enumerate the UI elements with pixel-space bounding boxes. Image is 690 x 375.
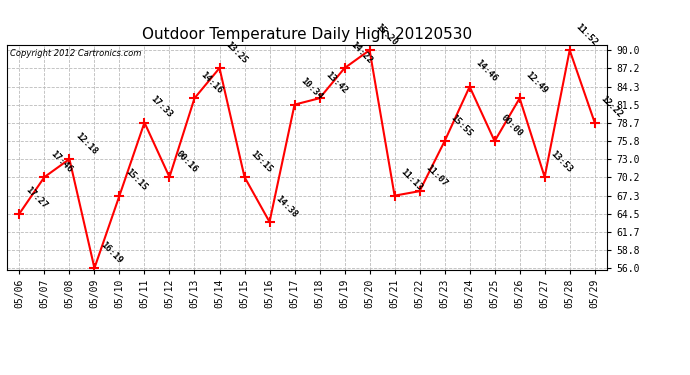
Text: 00:16: 00:16 xyxy=(174,149,199,174)
Text: 13:25: 13:25 xyxy=(224,40,249,65)
Text: 00:00: 00:00 xyxy=(499,113,524,138)
Text: 17:27: 17:27 xyxy=(23,186,49,211)
Text: 12:22: 12:22 xyxy=(599,94,624,120)
Text: 14:16: 14:16 xyxy=(199,70,224,95)
Text: 15:15: 15:15 xyxy=(124,168,149,193)
Text: 13:53: 13:53 xyxy=(549,149,574,174)
Text: 11:13: 11:13 xyxy=(399,168,424,193)
Text: 12:18: 12:18 xyxy=(74,131,99,156)
Text: 16:19: 16:19 xyxy=(99,240,124,265)
Text: 13:42: 13:42 xyxy=(324,70,349,95)
Text: 14:46: 14:46 xyxy=(474,58,499,84)
Text: 12:49: 12:49 xyxy=(524,70,549,95)
Text: 17:46: 17:46 xyxy=(48,149,74,174)
Text: 15:20: 15:20 xyxy=(374,22,399,47)
Text: 14:22: 14:22 xyxy=(348,40,374,65)
Text: 17:33: 17:33 xyxy=(148,94,174,120)
Text: 15:55: 15:55 xyxy=(448,113,474,138)
Text: Copyright 2012 Cartronics.com: Copyright 2012 Cartronics.com xyxy=(10,50,141,58)
Text: 15:15: 15:15 xyxy=(248,149,274,174)
Title: Outdoor Temperature Daily High 20120530: Outdoor Temperature Daily High 20120530 xyxy=(142,27,472,42)
Text: 10:34: 10:34 xyxy=(299,76,324,102)
Text: 14:38: 14:38 xyxy=(274,194,299,219)
Text: 11:07: 11:07 xyxy=(424,163,449,188)
Text: 11:52: 11:52 xyxy=(574,22,599,47)
